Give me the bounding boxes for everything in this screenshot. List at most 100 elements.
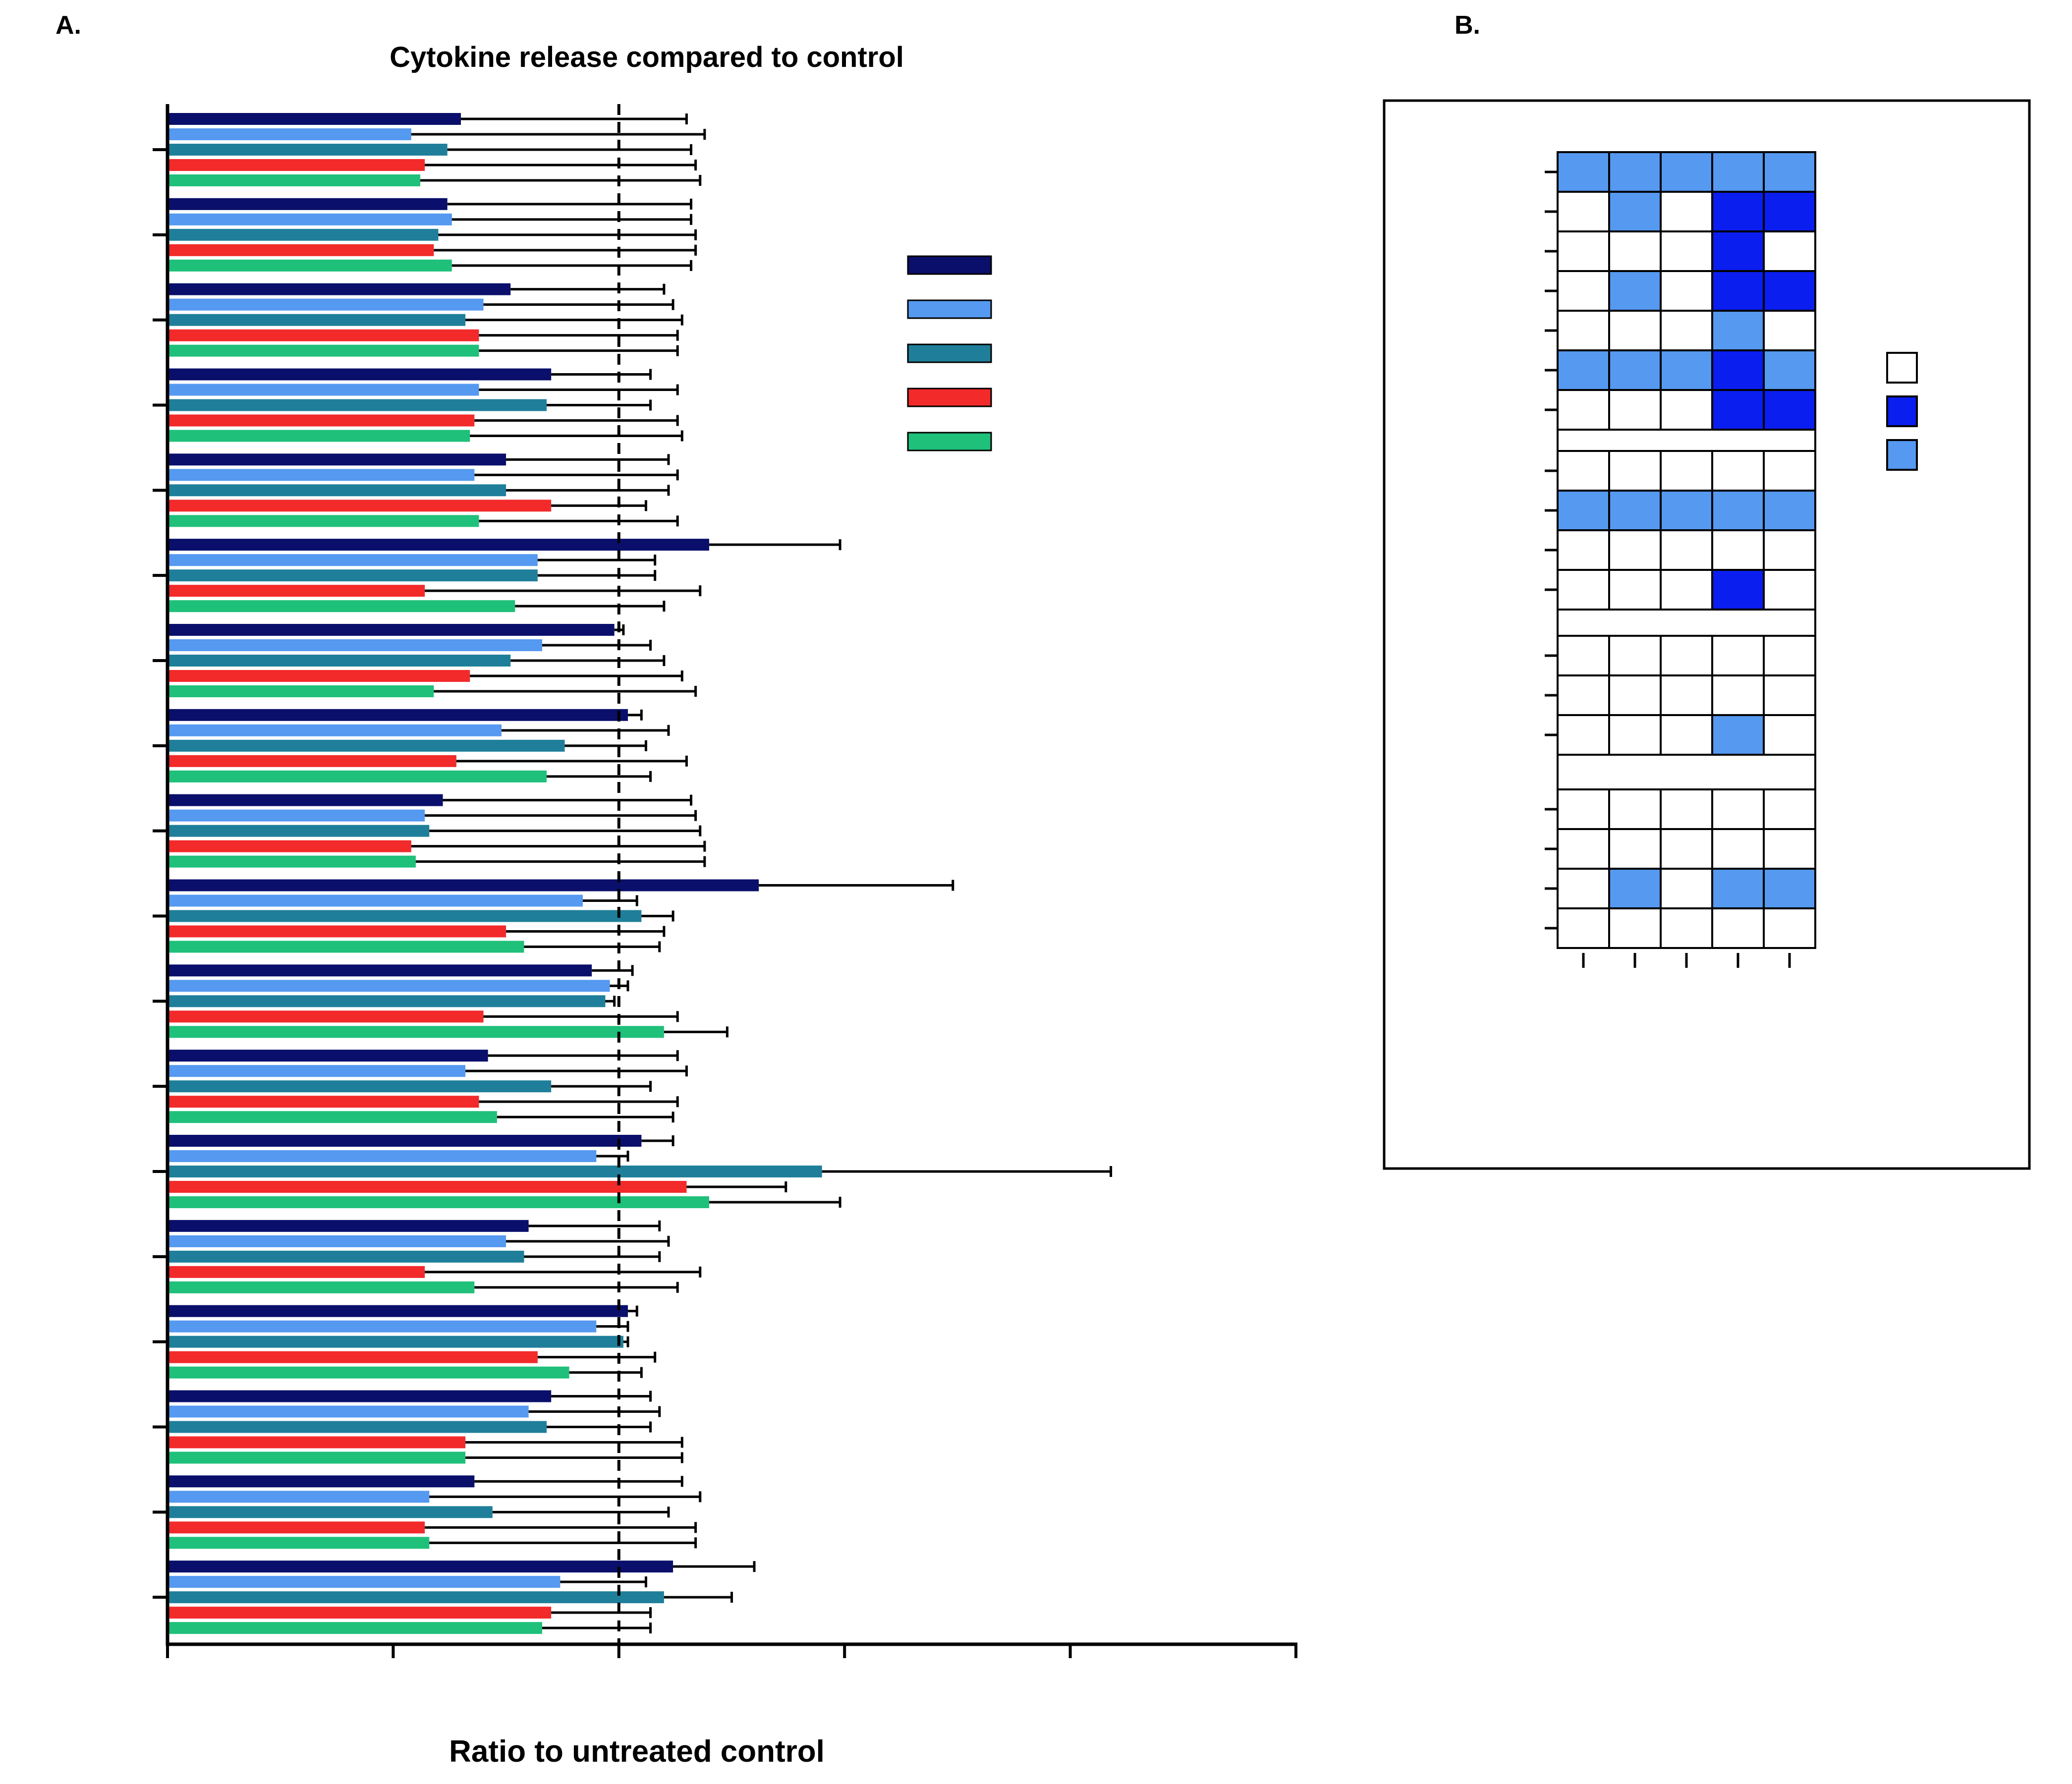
bar-tak659-serpin-e1 xyxy=(168,1436,466,1449)
heatmap-cell xyxy=(1660,349,1713,391)
heatmap-cell xyxy=(1711,270,1765,312)
heatmap-cell xyxy=(1660,270,1713,312)
bar-cerdulatinib-ccl4 xyxy=(168,314,466,326)
heatmap-cell xyxy=(1763,389,1816,431)
bar-entospletinib-hgf xyxy=(168,1065,466,1077)
bar-cerdulatinib-cxcl5 xyxy=(168,484,506,497)
bar-ro9021-cystatin-c xyxy=(168,1366,569,1379)
bar-fostamatinib-il-8 xyxy=(168,794,443,806)
legend-swatch xyxy=(1886,395,1918,427)
heatmap-cell xyxy=(1711,569,1765,611)
heatmap-cell xyxy=(1660,569,1713,611)
bar-ro9021-il-6 xyxy=(168,1026,664,1038)
heatmap-cell xyxy=(1660,868,1713,909)
bar-cerdulatinib-cxcl1 xyxy=(168,569,538,582)
heatmap-cell xyxy=(1763,828,1816,870)
heatmap-cell xyxy=(1557,635,1610,676)
bar-ro9021-tnf-alpha xyxy=(168,1281,475,1293)
bar-entospletinib-ccl3 xyxy=(168,213,452,225)
heatmap-cell xyxy=(1711,349,1765,391)
heatmap-cell xyxy=(1608,151,1662,193)
heatmap-cell xyxy=(1711,191,1765,232)
bar-entospletinib-mmp-2 xyxy=(168,1576,560,1588)
heatmap-cell xyxy=(1557,310,1610,351)
heatmap-frame xyxy=(1383,99,2031,1170)
bar-fostamatinib-ccl5 xyxy=(168,368,552,381)
heatmap-cell xyxy=(1608,490,1662,531)
heatmap-cell xyxy=(1660,389,1713,431)
legend-swatch-tak659 xyxy=(907,388,992,407)
heatmap-cell xyxy=(1660,310,1713,351)
heatmap-cell xyxy=(1660,635,1713,676)
heatmap-cell xyxy=(1660,230,1713,272)
heatmap-cell xyxy=(1763,788,1816,830)
bar-entospletinib-cystatin-c xyxy=(168,1320,597,1333)
heatmap-cell xyxy=(1660,490,1713,531)
heatmap-cells xyxy=(1557,151,1816,949)
axes-layer xyxy=(153,104,1297,1658)
heatmap-cell xyxy=(1557,674,1610,716)
heatmap-cell xyxy=(1557,907,1610,949)
heatmap-cell xyxy=(1711,828,1765,870)
bar-fostamatinib-il-1-beta xyxy=(168,879,759,892)
heatmap-cell xyxy=(1711,635,1765,676)
group-separator xyxy=(1557,754,1816,790)
heatmap-cell xyxy=(1557,349,1610,391)
heatmap-cell xyxy=(1557,230,1610,272)
heatmap-cell xyxy=(1660,191,1713,232)
heatmap-cell xyxy=(1608,569,1662,611)
heatmap-cell xyxy=(1763,569,1816,611)
panel-b-label: B. xyxy=(1455,11,1480,40)
legend-swatch-ro9021 xyxy=(907,432,992,451)
heatmap-cell xyxy=(1557,868,1610,909)
bar-fostamatinib-hgf xyxy=(168,1050,488,1062)
bar-ro9021-hgf xyxy=(168,1111,497,1123)
bar-ro9021-serpin-e1 xyxy=(168,1451,466,1464)
bar-cerdulatinib-tnf-alpha xyxy=(168,1250,524,1263)
heatmap-cell xyxy=(1660,529,1713,571)
group-separator xyxy=(1557,609,1816,637)
bar-fostamatinib-cxcl1 xyxy=(168,539,709,551)
bar-cerdulatinib-il-1-beta xyxy=(168,910,642,922)
heatmap-cell xyxy=(1763,490,1816,531)
heatmap-cell xyxy=(1608,191,1662,232)
heatmap-cell xyxy=(1711,674,1765,716)
heatmap-cell xyxy=(1660,714,1713,756)
heatmap-cell xyxy=(1711,490,1765,531)
bar-cerdulatinib-il-8 xyxy=(168,825,430,837)
bar-tak659-ccl3 xyxy=(168,244,434,256)
heatmap-cell xyxy=(1763,907,1816,949)
bar-fostamatinib-il-1ra xyxy=(168,709,628,721)
heatmap-cell xyxy=(1711,868,1765,909)
bar-fostamatinib-il-6 xyxy=(168,964,592,977)
bar-cerdulatinib-il-6 xyxy=(168,995,606,1007)
bar-entospletinib-ccl2 xyxy=(168,128,411,140)
heatmap-cell xyxy=(1608,310,1662,351)
bar-tak659-il-1ra xyxy=(168,755,456,767)
heatmap-cell xyxy=(1557,270,1610,312)
bar-cerdulatinib-mmp-1 xyxy=(168,1506,493,1518)
bar-cerdulatinib-il-1ra xyxy=(168,739,565,752)
heatmap-cell xyxy=(1557,828,1610,870)
bar-entospletinib-cxcl10 xyxy=(168,639,542,651)
bar-tak659-cystatin-c xyxy=(168,1351,538,1363)
heatmap-cell xyxy=(1557,151,1610,193)
bar-entospletinib-mmp-1 xyxy=(168,1491,430,1503)
bar-tak659-il-8 xyxy=(168,840,411,852)
heatmap-cell xyxy=(1660,450,1713,492)
heatmap-cell xyxy=(1660,788,1713,830)
heatmap-cell xyxy=(1711,151,1765,193)
bar-entospletinib-il-6 xyxy=(168,980,610,992)
heatmap-cell xyxy=(1711,788,1765,830)
bar-entospletinib-il-8 xyxy=(168,809,425,822)
bar-chart: Cytokine release compared to control Rat… xyxy=(153,41,1297,1769)
heatmap-cell xyxy=(1608,868,1662,909)
bar-entospletinib-tnf-alpha xyxy=(168,1235,506,1247)
bar-ro9021-mmp-1 xyxy=(168,1537,430,1549)
bar-cerdulatinib-serpin-e1 xyxy=(168,1421,547,1433)
heatmap-cell xyxy=(1608,270,1662,312)
bar-fostamatinib-ccl2 xyxy=(168,113,461,125)
heatmap-cell xyxy=(1608,674,1662,716)
bar-fostamatinib-tnf-alpha xyxy=(168,1220,529,1232)
bar-tak659-mmp-2 xyxy=(168,1607,552,1619)
